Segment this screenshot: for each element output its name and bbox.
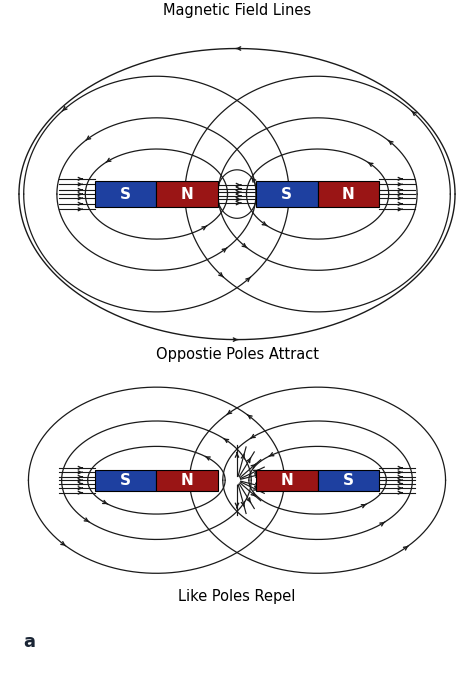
Text: alamy stock photo: alamy stock photo [57,632,199,646]
Bar [318,470,379,491]
Bar [256,470,318,491]
Text: S: S [120,472,131,488]
Text: S: S [120,187,131,202]
Text: N: N [181,472,193,488]
Text: S: S [343,472,354,488]
Text: G156MK: G156MK [428,625,469,636]
Bar [95,470,156,491]
Text: N: N [342,187,355,202]
Bar [156,181,218,207]
Text: Like Poles Repel: Like Poles Repel [178,589,296,605]
Text: S: S [281,187,292,202]
Bar [318,181,379,207]
FancyBboxPatch shape [5,616,55,668]
Bar [95,181,156,207]
Bar [256,181,318,207]
Bar [156,470,218,491]
Text: Oppostie Poles Attract: Oppostie Poles Attract [155,347,319,362]
Text: a: a [23,633,36,651]
Text: www.alamy.com: www.alamy.com [391,648,469,658]
Text: Magnetic Field Lines: Magnetic Field Lines [163,3,311,18]
Text: N: N [181,187,193,202]
Text: N: N [281,472,293,488]
